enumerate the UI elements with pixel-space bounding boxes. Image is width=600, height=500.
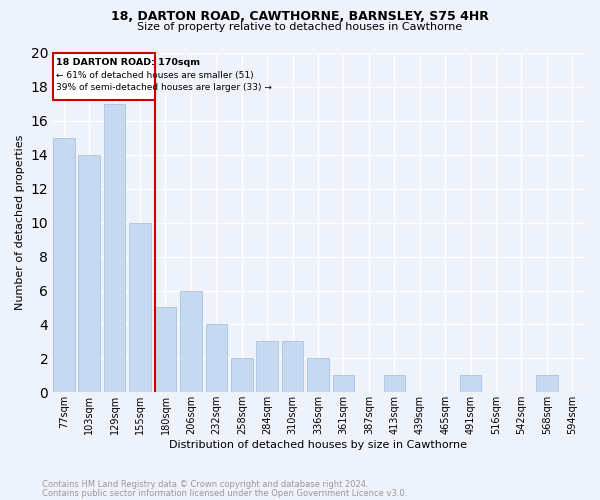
- Text: 39% of semi-detached houses are larger (33) →: 39% of semi-detached houses are larger (…: [56, 84, 272, 92]
- FancyBboxPatch shape: [53, 53, 155, 100]
- Bar: [460, 376, 481, 392]
- Text: 18, DARTON ROAD, CAWTHORNE, BARNSLEY, S75 4HR: 18, DARTON ROAD, CAWTHORNE, BARNSLEY, S7…: [111, 10, 489, 23]
- Bar: [155, 308, 176, 392]
- Bar: [332, 376, 354, 392]
- Text: Size of property relative to detached houses in Cawthorne: Size of property relative to detached ho…: [137, 22, 463, 32]
- Bar: [79, 155, 100, 392]
- X-axis label: Distribution of detached houses by size in Cawthorne: Distribution of detached houses by size …: [169, 440, 467, 450]
- Bar: [282, 342, 304, 392]
- Y-axis label: Number of detached properties: Number of detached properties: [15, 135, 25, 310]
- Bar: [307, 358, 329, 392]
- Bar: [231, 358, 253, 392]
- Text: Contains public sector information licensed under the Open Government Licence v3: Contains public sector information licen…: [42, 488, 407, 498]
- Text: 18 DARTON ROAD: 170sqm: 18 DARTON ROAD: 170sqm: [56, 58, 200, 67]
- Text: ← 61% of detached houses are smaller (51): ← 61% of detached houses are smaller (51…: [56, 70, 254, 80]
- Bar: [129, 222, 151, 392]
- Bar: [53, 138, 74, 392]
- Bar: [256, 342, 278, 392]
- Bar: [104, 104, 125, 393]
- Bar: [180, 290, 202, 392]
- Text: Contains HM Land Registry data © Crown copyright and database right 2024.: Contains HM Land Registry data © Crown c…: [42, 480, 368, 489]
- Bar: [536, 376, 557, 392]
- Bar: [383, 376, 405, 392]
- Bar: [206, 324, 227, 392]
